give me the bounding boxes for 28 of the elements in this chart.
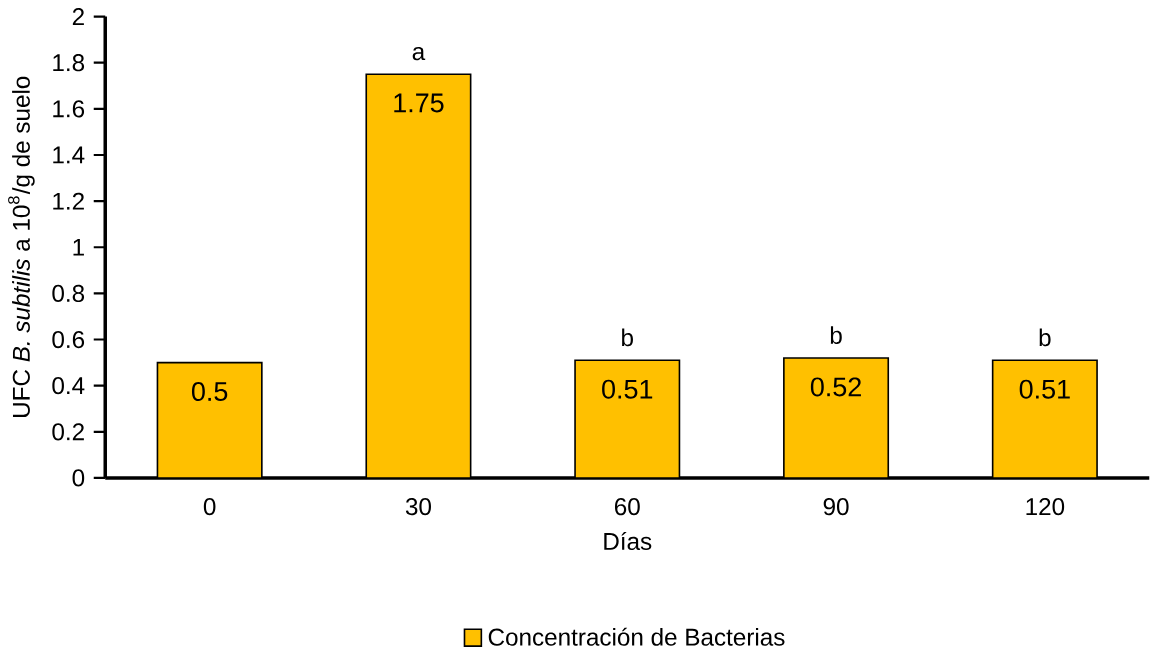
x-tick-label: 60 bbox=[614, 498, 640, 516]
y-tick-label: 0.2 bbox=[52, 423, 84, 441]
y-tick-label: 0.4 bbox=[52, 377, 85, 395]
annotation: a bbox=[412, 46, 426, 61]
y-tick-label: 1.2 bbox=[53, 192, 84, 210]
x-tick-label: 120 bbox=[1026, 498, 1065, 516]
y-tick-label: 0.6 bbox=[52, 330, 85, 349]
data-label: 1.75 bbox=[394, 93, 444, 113]
y-tick-label: 1 bbox=[73, 238, 84, 256]
legend-label: Concentración de Bacterias bbox=[488, 627, 785, 646]
y-tick-label: 0.8 bbox=[52, 284, 85, 303]
y-tick-label: 1.6 bbox=[53, 100, 85, 118]
data-label: 0.51 bbox=[1019, 379, 1070, 399]
y-axis-title: UFC B. subtilis a 10$^{8}$/g de suelo bbox=[8, 76, 35, 418]
y-tick-label: 1.4 bbox=[53, 146, 85, 164]
y-tick-label: 2 bbox=[72, 8, 84, 26]
y-tick-label: 1.8 bbox=[53, 54, 85, 72]
annotation: b bbox=[1039, 328, 1051, 347]
x-tick-label: 0 bbox=[203, 498, 216, 516]
data-label: 0.5 bbox=[191, 382, 228, 402]
x-axis-title: Días bbox=[604, 531, 652, 551]
data-label: 0.52 bbox=[810, 377, 861, 397]
x-tick-label: 30 bbox=[405, 498, 431, 516]
annotation: b bbox=[622, 328, 633, 347]
y-tick-label: 0 bbox=[72, 469, 85, 487]
data-label: 0.51 bbox=[602, 379, 653, 399]
x-tick-label: 90 bbox=[823, 498, 849, 516]
annotation: b bbox=[830, 326, 842, 345]
